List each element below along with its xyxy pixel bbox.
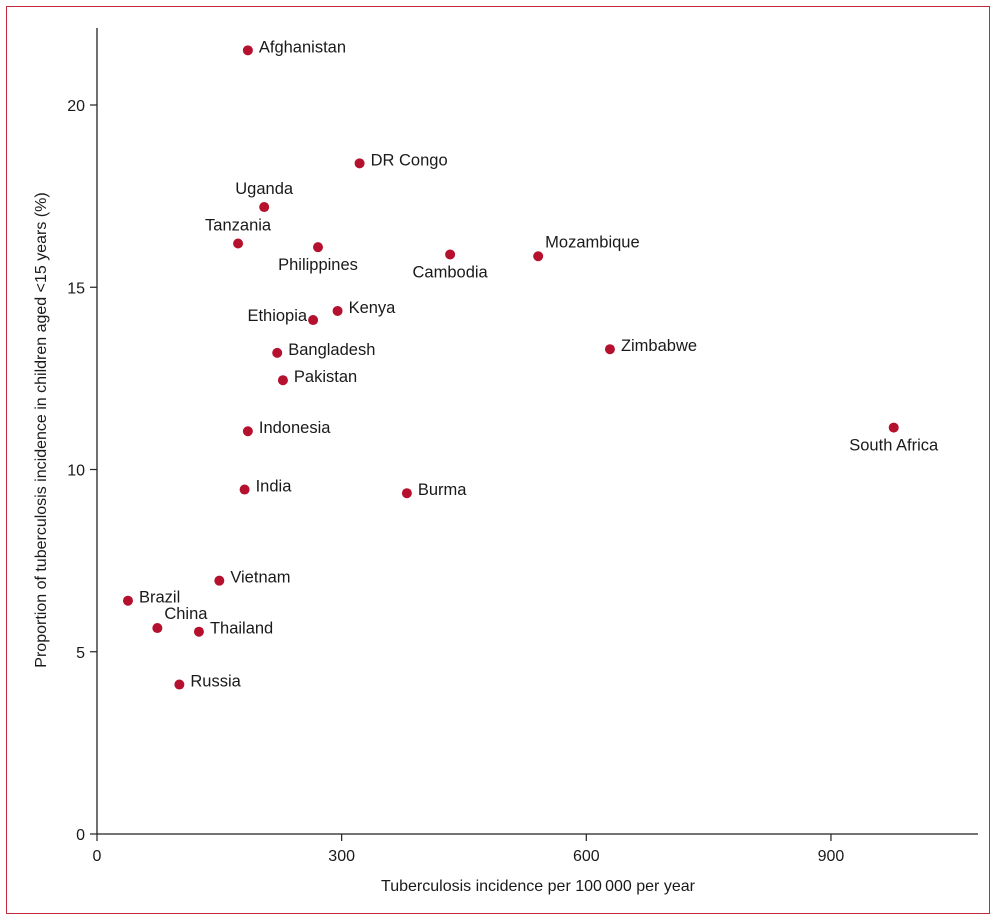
axes	[96, 28, 978, 835]
data-point	[174, 679, 185, 690]
chart-frame	[6, 6, 990, 914]
y-tick-label: 0	[76, 827, 85, 844]
x-tick-label: 300	[328, 848, 355, 865]
data-point	[239, 484, 250, 495]
data-point	[259, 202, 270, 213]
data-point	[313, 242, 324, 253]
data-point-label: Russia	[190, 673, 241, 691]
x-tick-label: 0	[93, 848, 102, 865]
data-point-label: Mozambique	[545, 233, 639, 251]
data-point	[533, 251, 544, 262]
x-tick-label: 900	[818, 848, 845, 865]
data-point-label: Bangladesh	[288, 341, 375, 359]
data-point-label: Indonesia	[259, 419, 331, 437]
data-point	[401, 488, 412, 499]
data-point	[214, 575, 225, 586]
data-point	[233, 238, 244, 249]
data-point	[332, 305, 343, 316]
data-point	[193, 626, 204, 637]
data-point-label: India	[256, 478, 293, 496]
data-point-label: Philippines	[278, 256, 358, 274]
data-point	[242, 426, 253, 437]
data-point-label: Thailand	[210, 620, 273, 638]
data-point	[308, 315, 319, 326]
data-point-label: Tanzania	[205, 217, 272, 235]
data-point-label: China	[164, 605, 208, 623]
data-point-label: Uganda	[235, 180, 294, 198]
data-point-label: Afghanistan	[259, 38, 346, 56]
data-point-label: Zimbabwe	[621, 337, 697, 355]
data-point-label: Brazil	[139, 589, 180, 607]
x-tick-label: 600	[573, 848, 600, 865]
data-point	[445, 249, 456, 260]
data-point-label: Vietnam	[230, 569, 290, 587]
data-point-label: Ethiopia	[247, 307, 307, 325]
data-point	[354, 158, 365, 169]
data-point	[604, 344, 615, 355]
data-point	[272, 347, 283, 358]
data-point	[242, 45, 253, 56]
data-point	[122, 595, 133, 606]
ticks: 0 300 600 900 0 5 10 15 20	[67, 98, 844, 865]
data-point-label: Pakistan	[294, 368, 357, 386]
data-point-label: Kenya	[349, 299, 397, 317]
data-points: Afghanistan DR Congo Uganda Tanzania Philipp…	[122, 38, 939, 691]
data-point	[152, 623, 163, 634]
y-axis-label: Proportion of tuberculosis incidence in …	[33, 192, 50, 667]
y-tick-label: 10	[67, 463, 85, 480]
data-point	[277, 375, 288, 386]
y-tick-label: 15	[67, 280, 85, 297]
data-point-label: DR Congo	[371, 151, 448, 169]
data-point-label: Cambodia	[413, 263, 489, 281]
data-point	[888, 422, 899, 433]
data-point-label: Burma	[418, 481, 467, 499]
y-tick-label: 5	[76, 645, 85, 662]
y-tick-label: 20	[67, 98, 85, 115]
data-point-label: South Africa	[849, 437, 939, 455]
x-axis-label: Tuberculosis incidence per 100 000 per y…	[381, 878, 696, 895]
